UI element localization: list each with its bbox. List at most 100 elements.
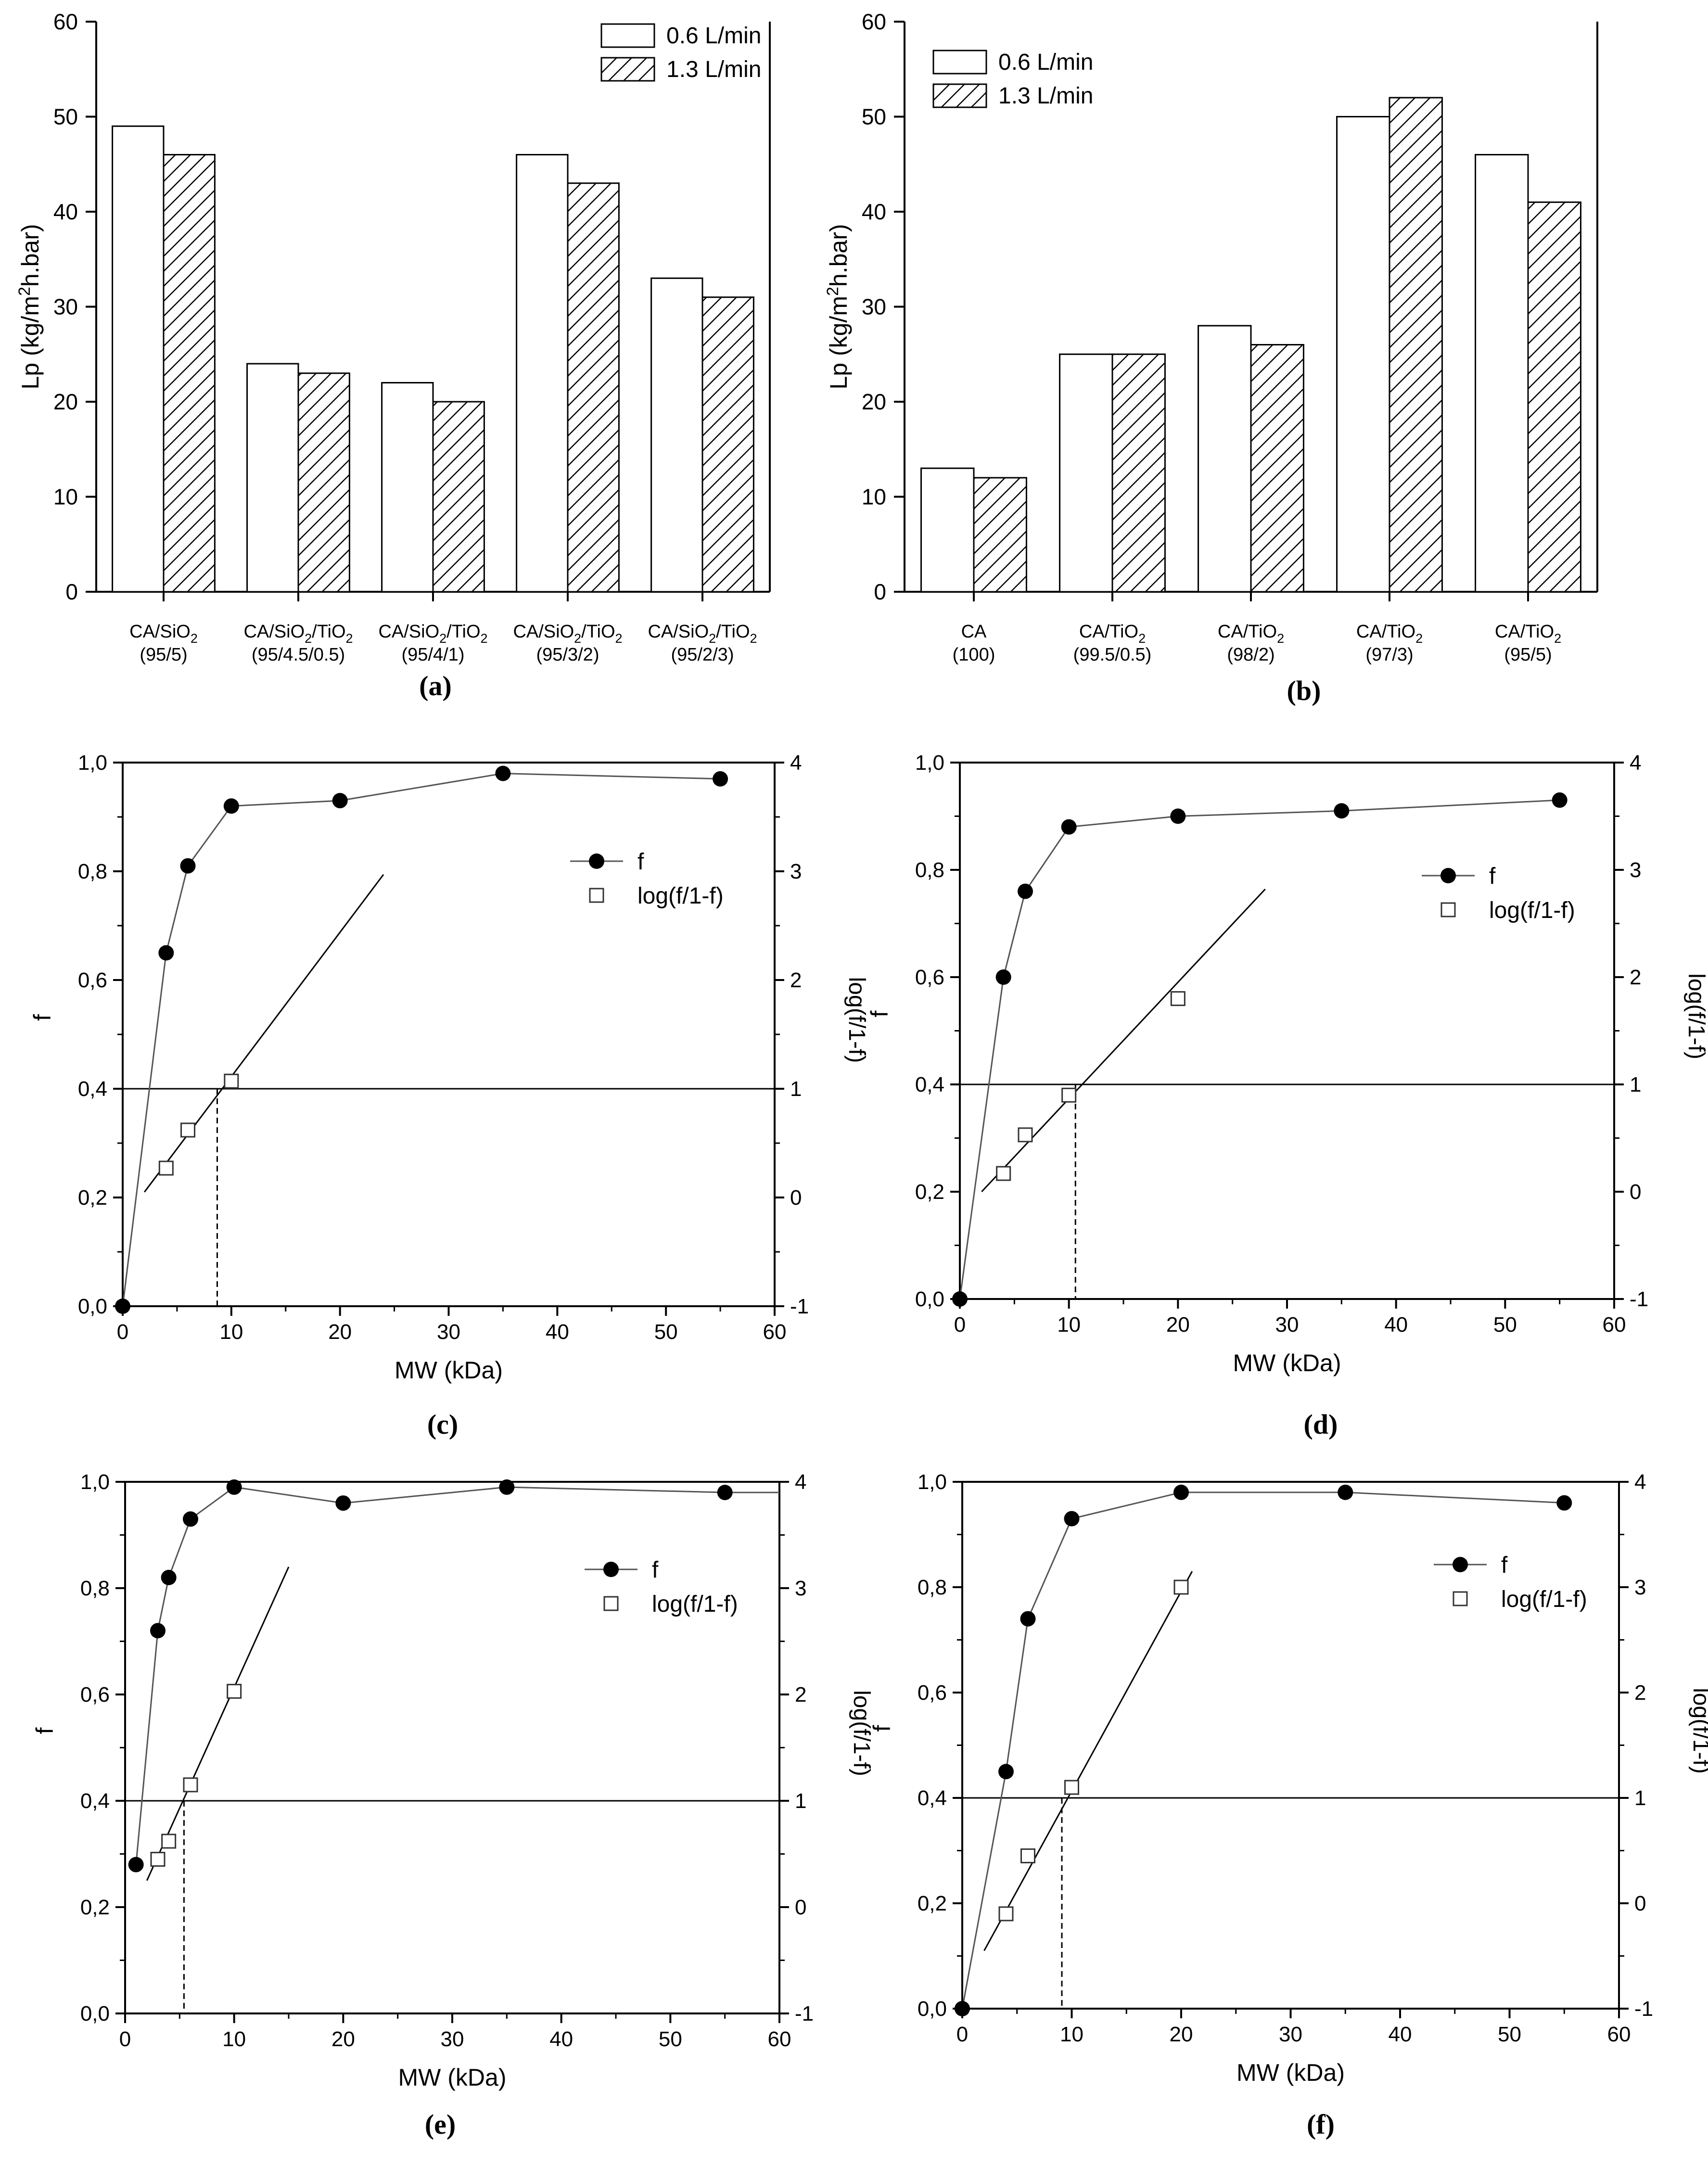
x-tick-label: CA/SiO2​/TiO2​ bbox=[648, 622, 757, 646]
bar-series2 bbox=[1389, 97, 1443, 593]
bar-series2 bbox=[1527, 201, 1581, 593]
x-tick-label: 40 bbox=[546, 1320, 569, 1344]
y2-tick-label: 2 bbox=[795, 1683, 806, 1707]
legend-swatch bbox=[600, 57, 655, 82]
x-tick-label-sub: (95/5) bbox=[140, 645, 187, 665]
panel-label: (d) bbox=[1304, 1409, 1338, 1440]
x-tick-label: 30 bbox=[1275, 1313, 1299, 1337]
bar-series1 bbox=[1059, 353, 1113, 593]
legend-swatch bbox=[932, 83, 987, 108]
y-tick-label: 0,2 bbox=[78, 1186, 107, 1210]
linear-fit-line bbox=[143, 874, 384, 1193]
linear-fit-line bbox=[983, 1571, 1193, 1951]
y-tick-label: 0,4 bbox=[80, 1789, 110, 1813]
y2-tick-label: 0 bbox=[795, 1896, 806, 1919]
y2-tick-label: 0 bbox=[1630, 1180, 1641, 1204]
f-point bbox=[1061, 819, 1077, 835]
log-point bbox=[183, 1777, 198, 1793]
y-tick-label: 0,4 bbox=[918, 1786, 947, 1810]
log-point bbox=[1020, 1848, 1035, 1863]
y-tick-label: 1,0 bbox=[80, 1470, 110, 1494]
panel-label: (c) bbox=[427, 1409, 458, 1440]
line-chart-2: 0 10 20 30 40 50 60 0,0 0,2 0,4 0,6 0,8 1,0 -1 0 1 2 3 4 MW… bbox=[29, 751, 869, 1440]
f-point bbox=[1552, 792, 1568, 808]
legend-label-log: log(f/1-f) bbox=[1501, 1587, 1587, 1612]
legend-swatch bbox=[600, 23, 655, 48]
panel-label: (b) bbox=[1287, 675, 1321, 706]
legend-label-f: f bbox=[1501, 1553, 1508, 1578]
y2-tick-label: 2 bbox=[1630, 966, 1641, 989]
y-tick-label: 40 bbox=[53, 199, 78, 224]
y2-tick-label: 2 bbox=[1634, 1681, 1646, 1705]
linear-fit-line bbox=[146, 1566, 290, 1881]
legend-label: 0.6 L/min bbox=[666, 23, 761, 49]
y-tick-label: 0,0 bbox=[915, 1287, 944, 1311]
bar-series2 bbox=[432, 401, 485, 593]
f-point bbox=[499, 1479, 515, 1495]
y-tick-label: 50 bbox=[53, 104, 78, 129]
y2-tick-label: 4 bbox=[790, 751, 802, 775]
x-tick-label: 10 bbox=[1060, 2023, 1083, 2046]
y-tick-label: 0,8 bbox=[80, 1577, 110, 1600]
x-tick-label-sub: (99.5/0.5) bbox=[1073, 645, 1152, 665]
x-tick-label: 60 bbox=[768, 2027, 791, 2051]
y-tick-label: 0,6 bbox=[80, 1683, 110, 1707]
y-tick-label: 0 bbox=[874, 579, 886, 604]
panel-label: (f) bbox=[1307, 2109, 1335, 2140]
plot-frame bbox=[124, 1481, 780, 2014]
x-tick-label: 50 bbox=[659, 2027, 682, 2051]
x-tick-label: CA/TiO2​ bbox=[1218, 622, 1284, 646]
f-point bbox=[1338, 1484, 1353, 1500]
y2-tick-label: 3 bbox=[1630, 858, 1641, 882]
legend-marker-f bbox=[1440, 868, 1456, 883]
f-point bbox=[995, 969, 1011, 985]
x-tick-label: 50 bbox=[1493, 1313, 1517, 1337]
x-tick-label: CA/SiO2​ bbox=[129, 622, 198, 646]
y-tick-label: 0,6 bbox=[918, 1681, 947, 1705]
y2-tick-label: 2 bbox=[790, 968, 802, 992]
y-tick-label: 0,4 bbox=[78, 1077, 107, 1101]
x-tick-label-sub: (97/3) bbox=[1365, 645, 1413, 665]
x-tick-label: CA/SiO2​/TiO2​ bbox=[243, 622, 353, 646]
x-tick-label: CA/SiO2​/TiO2​ bbox=[513, 622, 622, 646]
x-axis-label: MW (kDa) bbox=[1233, 1350, 1341, 1376]
y-tick-label: 0,8 bbox=[918, 1576, 947, 1599]
x-tick-label: 60 bbox=[1603, 1313, 1626, 1337]
f-series-line bbox=[961, 1491, 1565, 2009]
y2-tick-label: 1 bbox=[1630, 1073, 1641, 1096]
legend-marker-log bbox=[1440, 902, 1456, 917]
y2-tick-label: 4 bbox=[1634, 1470, 1646, 1494]
x-tick-label: 0 bbox=[117, 1320, 128, 1344]
x-tick-label-sub: (95/4.5/0.5) bbox=[252, 645, 345, 665]
x-tick-label: 0 bbox=[956, 2023, 968, 2046]
f-point bbox=[952, 1291, 968, 1307]
log-point bbox=[998, 1906, 1014, 1922]
x-tick-label: 30 bbox=[437, 1320, 460, 1344]
bar-series1 bbox=[1198, 325, 1252, 593]
y-tick-label: 0,2 bbox=[80, 1896, 110, 1919]
y-tick-label: 0,8 bbox=[915, 858, 944, 882]
legend-marker-f bbox=[589, 853, 604, 869]
x-tick-label: 30 bbox=[1279, 2023, 1302, 2046]
panel-label: (e) bbox=[425, 2109, 456, 2140]
y-axis-label: f bbox=[868, 1725, 895, 1732]
legend-swatch bbox=[932, 50, 987, 75]
y-tick-label: 0,2 bbox=[918, 1892, 947, 1915]
y-tick-label: 10 bbox=[53, 484, 78, 509]
log-point bbox=[224, 1073, 239, 1089]
f-point bbox=[180, 858, 196, 874]
f-point bbox=[226, 1479, 242, 1495]
y-axis-label: Lp (kg/m2h.bar) bbox=[824, 224, 852, 389]
x-tick-label: 40 bbox=[1389, 2023, 1412, 2046]
legend-label-log: log(f/1-f) bbox=[1489, 898, 1575, 923]
y2-tick-label: -1 bbox=[1630, 1287, 1648, 1311]
f-point bbox=[1018, 883, 1033, 899]
bar-series1 bbox=[1336, 116, 1390, 593]
y2-tick-label: 4 bbox=[1630, 751, 1641, 775]
y2-tick-label: 0 bbox=[790, 1186, 802, 1210]
x-tick-label: CA bbox=[961, 622, 987, 642]
y-tick-label: 0,0 bbox=[918, 1997, 947, 2021]
y-tick-label: 30 bbox=[862, 294, 886, 319]
panel-label: (a) bbox=[419, 670, 452, 701]
